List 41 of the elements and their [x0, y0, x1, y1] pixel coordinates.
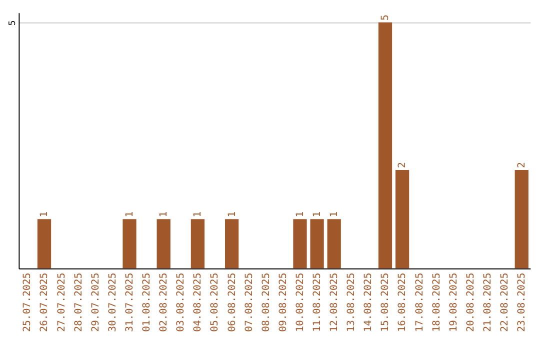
- data-label: 1: [39, 211, 50, 218]
- x-tick-label: 12.08.2025: [329, 272, 340, 332]
- x-tick-label: 05.08.2025: [210, 272, 221, 332]
- x-tick-label: 29.07.2025: [90, 272, 102, 332]
- x-tick-label: 14.08.2025: [363, 272, 374, 332]
- x-tick-label: 08.08.2025: [260, 272, 272, 332]
- data-label: 1: [124, 211, 136, 218]
- x-tick-label: 17.08.2025: [414, 272, 426, 332]
- x-tick-label: 15.08.2025: [380, 272, 392, 332]
- x-tick-label: 18.08.2025: [431, 272, 442, 332]
- x-tick-label: 25.07.2025: [22, 272, 34, 332]
- data-label: 1: [192, 211, 204, 218]
- data-label: 1: [312, 211, 323, 218]
- data-label: 1: [329, 211, 340, 218]
- x-tick-label: 19.08.2025: [448, 272, 460, 332]
- x-tick-label: 27.07.2025: [56, 272, 68, 332]
- x-tick-label: 16.08.2025: [397, 272, 408, 332]
- data-label: 1: [158, 211, 170, 218]
- x-tick-label: 06.08.2025: [226, 272, 238, 332]
- x-tick-label: 07.08.2025: [244, 272, 255, 332]
- x-tick-label: 10.08.2025: [294, 272, 306, 332]
- x-tick-label: 13.08.2025: [346, 272, 358, 332]
- x-tick-label: 03.08.2025: [176, 272, 187, 332]
- x-tick-label: 22.08.2025: [500, 272, 511, 332]
- x-tick-label: 11.08.2025: [312, 272, 323, 332]
- x-tick-label: 31.07.2025: [124, 272, 136, 332]
- x-tick-label: 21.08.2025: [482, 272, 494, 332]
- data-label: 5: [380, 14, 392, 20]
- data-label: 1: [294, 211, 306, 218]
- x-tick-label: 02.08.2025: [158, 272, 170, 332]
- x-tick-label: 26.07.2025: [39, 272, 50, 332]
- x-tick-label: 20.08.2025: [465, 272, 476, 332]
- data-label: 1: [226, 211, 238, 218]
- x-tick-label: 09.08.2025: [278, 272, 289, 332]
- x-tick-label: 30.07.2025: [107, 272, 118, 332]
- x-tick-label: 28.07.2025: [73, 272, 84, 332]
- data-label: 2: [516, 162, 528, 168]
- x-tick-label: 23.08.2025: [516, 272, 528, 332]
- x-tick-label: 04.08.2025: [192, 272, 204, 332]
- data-label: 2: [397, 162, 408, 168]
- x-tick-label: 01.08.2025: [142, 272, 153, 332]
